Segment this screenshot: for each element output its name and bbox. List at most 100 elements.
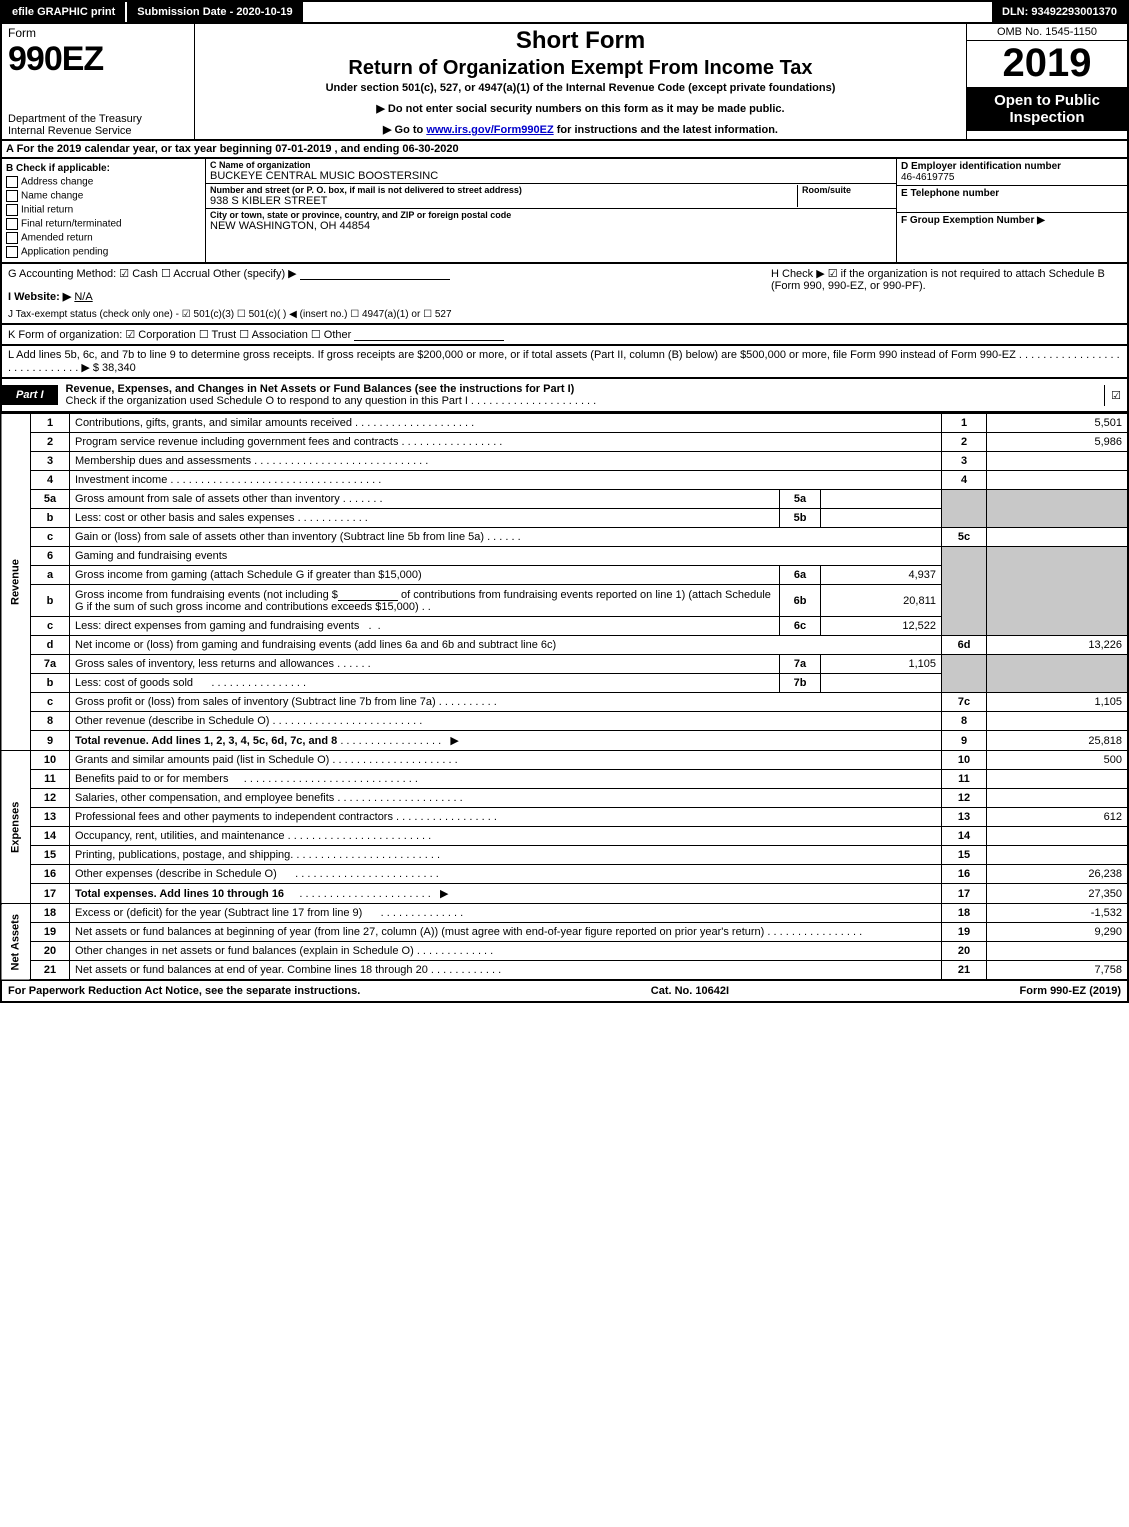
part1-bar: Part I Revenue, Expenses, and Changes in… [0,379,1129,413]
line-6-text: Gaming and fundraising events [70,547,942,566]
line-7a: 7a Gross sales of inventory, less return… [1,655,1128,674]
shaded-cell [987,655,1129,674]
g-other-input[interactable] [300,267,450,280]
line-5a-text: Gross amount from sale of assets other t… [75,493,340,505]
under-section: Under section 501(c), 527, or 4947(a)(1)… [200,82,961,94]
city-state-zip: NEW WASHINGTON, OH 44854 [210,220,511,232]
line-20-rnum: 20 [942,942,987,961]
submission-date-button[interactable]: Submission Date - 2020-10-19 [127,2,304,22]
shaded-cell [987,674,1129,693]
line-15-text: Printing, publications, postage, and shi… [75,849,293,861]
shaded-cell [987,509,1129,528]
line-6a-subval: 4,937 [821,566,942,585]
misc-block-ghijkl: G Accounting Method: ☑ Cash ☐ Accrual Ot… [0,264,1129,325]
return-title: Return of Organization Exempt From Incom… [200,57,961,80]
line-18-rnum: 18 [942,904,987,923]
line-6: 6 Gaming and fundraising events [1,547,1128,566]
line-13-rnum: 13 [942,808,987,827]
line-5c-val [987,528,1129,547]
line-10-text: Grants and similar amounts paid (list in… [75,754,329,766]
line-7b: b Less: cost of goods sold . . . . . . .… [1,674,1128,693]
line-6a-text: Gross income from gaming (attach Schedul… [70,566,780,585]
line-6d: d Net income or (loss) from gaming and f… [1,636,1128,655]
form-header: Form 990EZ Department of the Treasury In… [0,24,1129,141]
shaded-cell [942,674,987,693]
line-11-text: Benefits paid to or for members [75,773,228,785]
irs-link[interactable]: www.irs.gov/Form990EZ [426,124,553,136]
line-5b: b Less: cost or other basis and sales ex… [1,509,1128,528]
b-initial-return[interactable]: Initial return [6,204,201,216]
header-mid: Short Form Return of Organization Exempt… [195,24,966,139]
header-right: OMB No. 1545-1150 2019 Open to Public In… [966,24,1127,139]
line-11-val [987,770,1129,789]
shaded-cell [987,585,1129,617]
line-16-val: 26,238 [987,865,1129,884]
line-1: Revenue 1 Contributions, gifts, grants, … [1,414,1128,433]
efile-print-button[interactable]: efile GRAPHIC print [2,2,127,22]
k-other-input[interactable] [354,328,504,341]
arrow-icon: ▶ [440,888,448,900]
k-row: K Form of organization: ☑ Corporation ☐ … [0,325,1129,346]
line-12-text: Salaries, other compensation, and employ… [75,792,334,804]
part1-desc: Revenue, Expenses, and Changes in Net As… [58,379,1104,411]
b-final-return[interactable]: Final return/terminated [6,218,201,230]
line-3-rnum: 3 [942,452,987,471]
i-pre: I Website: ▶ [8,291,71,303]
goto-notice: ▶ Go to www.irs.gov/Form990EZ for instru… [200,123,961,136]
website-value: N/A [74,291,92,303]
line-20-val [987,942,1129,961]
h-schedule-b: H Check ▶ ☑ if the organization is not r… [771,267,1121,303]
line-16-text: Other expenses (describe in Schedule O) [75,868,277,880]
b-name-change[interactable]: Name change [6,190,201,202]
line-12-rnum: 12 [942,789,987,808]
line-16-rnum: 16 [942,865,987,884]
b-application-pending[interactable]: Application pending [6,246,201,258]
netassets-side-label: Net Assets [1,904,31,981]
line-20-text: Other changes in net assets or fund bala… [75,945,414,957]
form-number: 990EZ [8,40,188,79]
line-5c-rnum: 5c [942,528,987,547]
line-17-val: 27,350 [987,884,1129,904]
footer-right: Form 990-EZ (2019) [1020,985,1122,997]
part1-checkbox[interactable]: ☑ [1104,385,1127,406]
line-2-rnum: 2 [942,433,987,452]
line-13-text: Professional fees and other payments to … [75,811,393,823]
line-13: 13 Professional fees and other payments … [1,808,1128,827]
room-suite: Room/suite [797,185,892,207]
city-label: City or town, state or province, country… [210,210,511,220]
form-word: Form [8,26,188,40]
line-6b-subval: 20,811 [821,585,942,617]
line-10-val: 500 [987,751,1129,770]
line-18-text: Excess or (deficit) for the year (Subtra… [75,907,362,919]
line-15-rnum: 15 [942,846,987,865]
line-21-val: 7,758 [987,961,1129,981]
line-21-rnum: 21 [942,961,987,981]
e-label: E Telephone number [901,188,1123,199]
line-6b-input[interactable] [338,588,398,601]
line-1-num: 1 [31,414,70,433]
line-16: 16 Other expenses (describe in Schedule … [1,865,1128,884]
line-8-rnum: 8 [942,712,987,731]
part1-sub: Check if the organization used Schedule … [66,395,597,407]
omb-number: OMB No. 1545-1150 [967,24,1127,41]
line-14-rnum: 14 [942,827,987,846]
shaded-cell [942,585,987,617]
b-amended-return[interactable]: Amended return [6,232,201,244]
line-6c-text: Less: direct expenses from gaming and fu… [75,620,359,632]
line-1-rnum: 1 [942,414,987,433]
b-addr-change[interactable]: Address change [6,176,201,188]
dept-treasury: Department of the Treasury Internal Reve… [8,113,188,137]
line-19: 19 Net assets or fund balances at beginn… [1,923,1128,942]
line-8: 8 Other revenue (describe in Schedule O)… [1,712,1128,731]
line-6b: b Gross income from fundraising events (… [1,585,1128,617]
row-a-tax-year: A For the 2019 calendar year, or tax yea… [0,141,1129,159]
shaded-cell [942,566,987,585]
line-12-val [987,789,1129,808]
d-ein: D Employer identification number 46-4619… [897,159,1127,186]
line-13-val: 612 [987,808,1129,827]
line-21-text: Net assets or fund balances at end of ye… [75,964,428,976]
line-3-text: Membership dues and assessments [75,455,251,467]
c-label: C Name of organization [210,160,892,170]
shaded-cell [942,509,987,528]
footer-cat-no: Cat. No. 10642I [651,985,729,997]
